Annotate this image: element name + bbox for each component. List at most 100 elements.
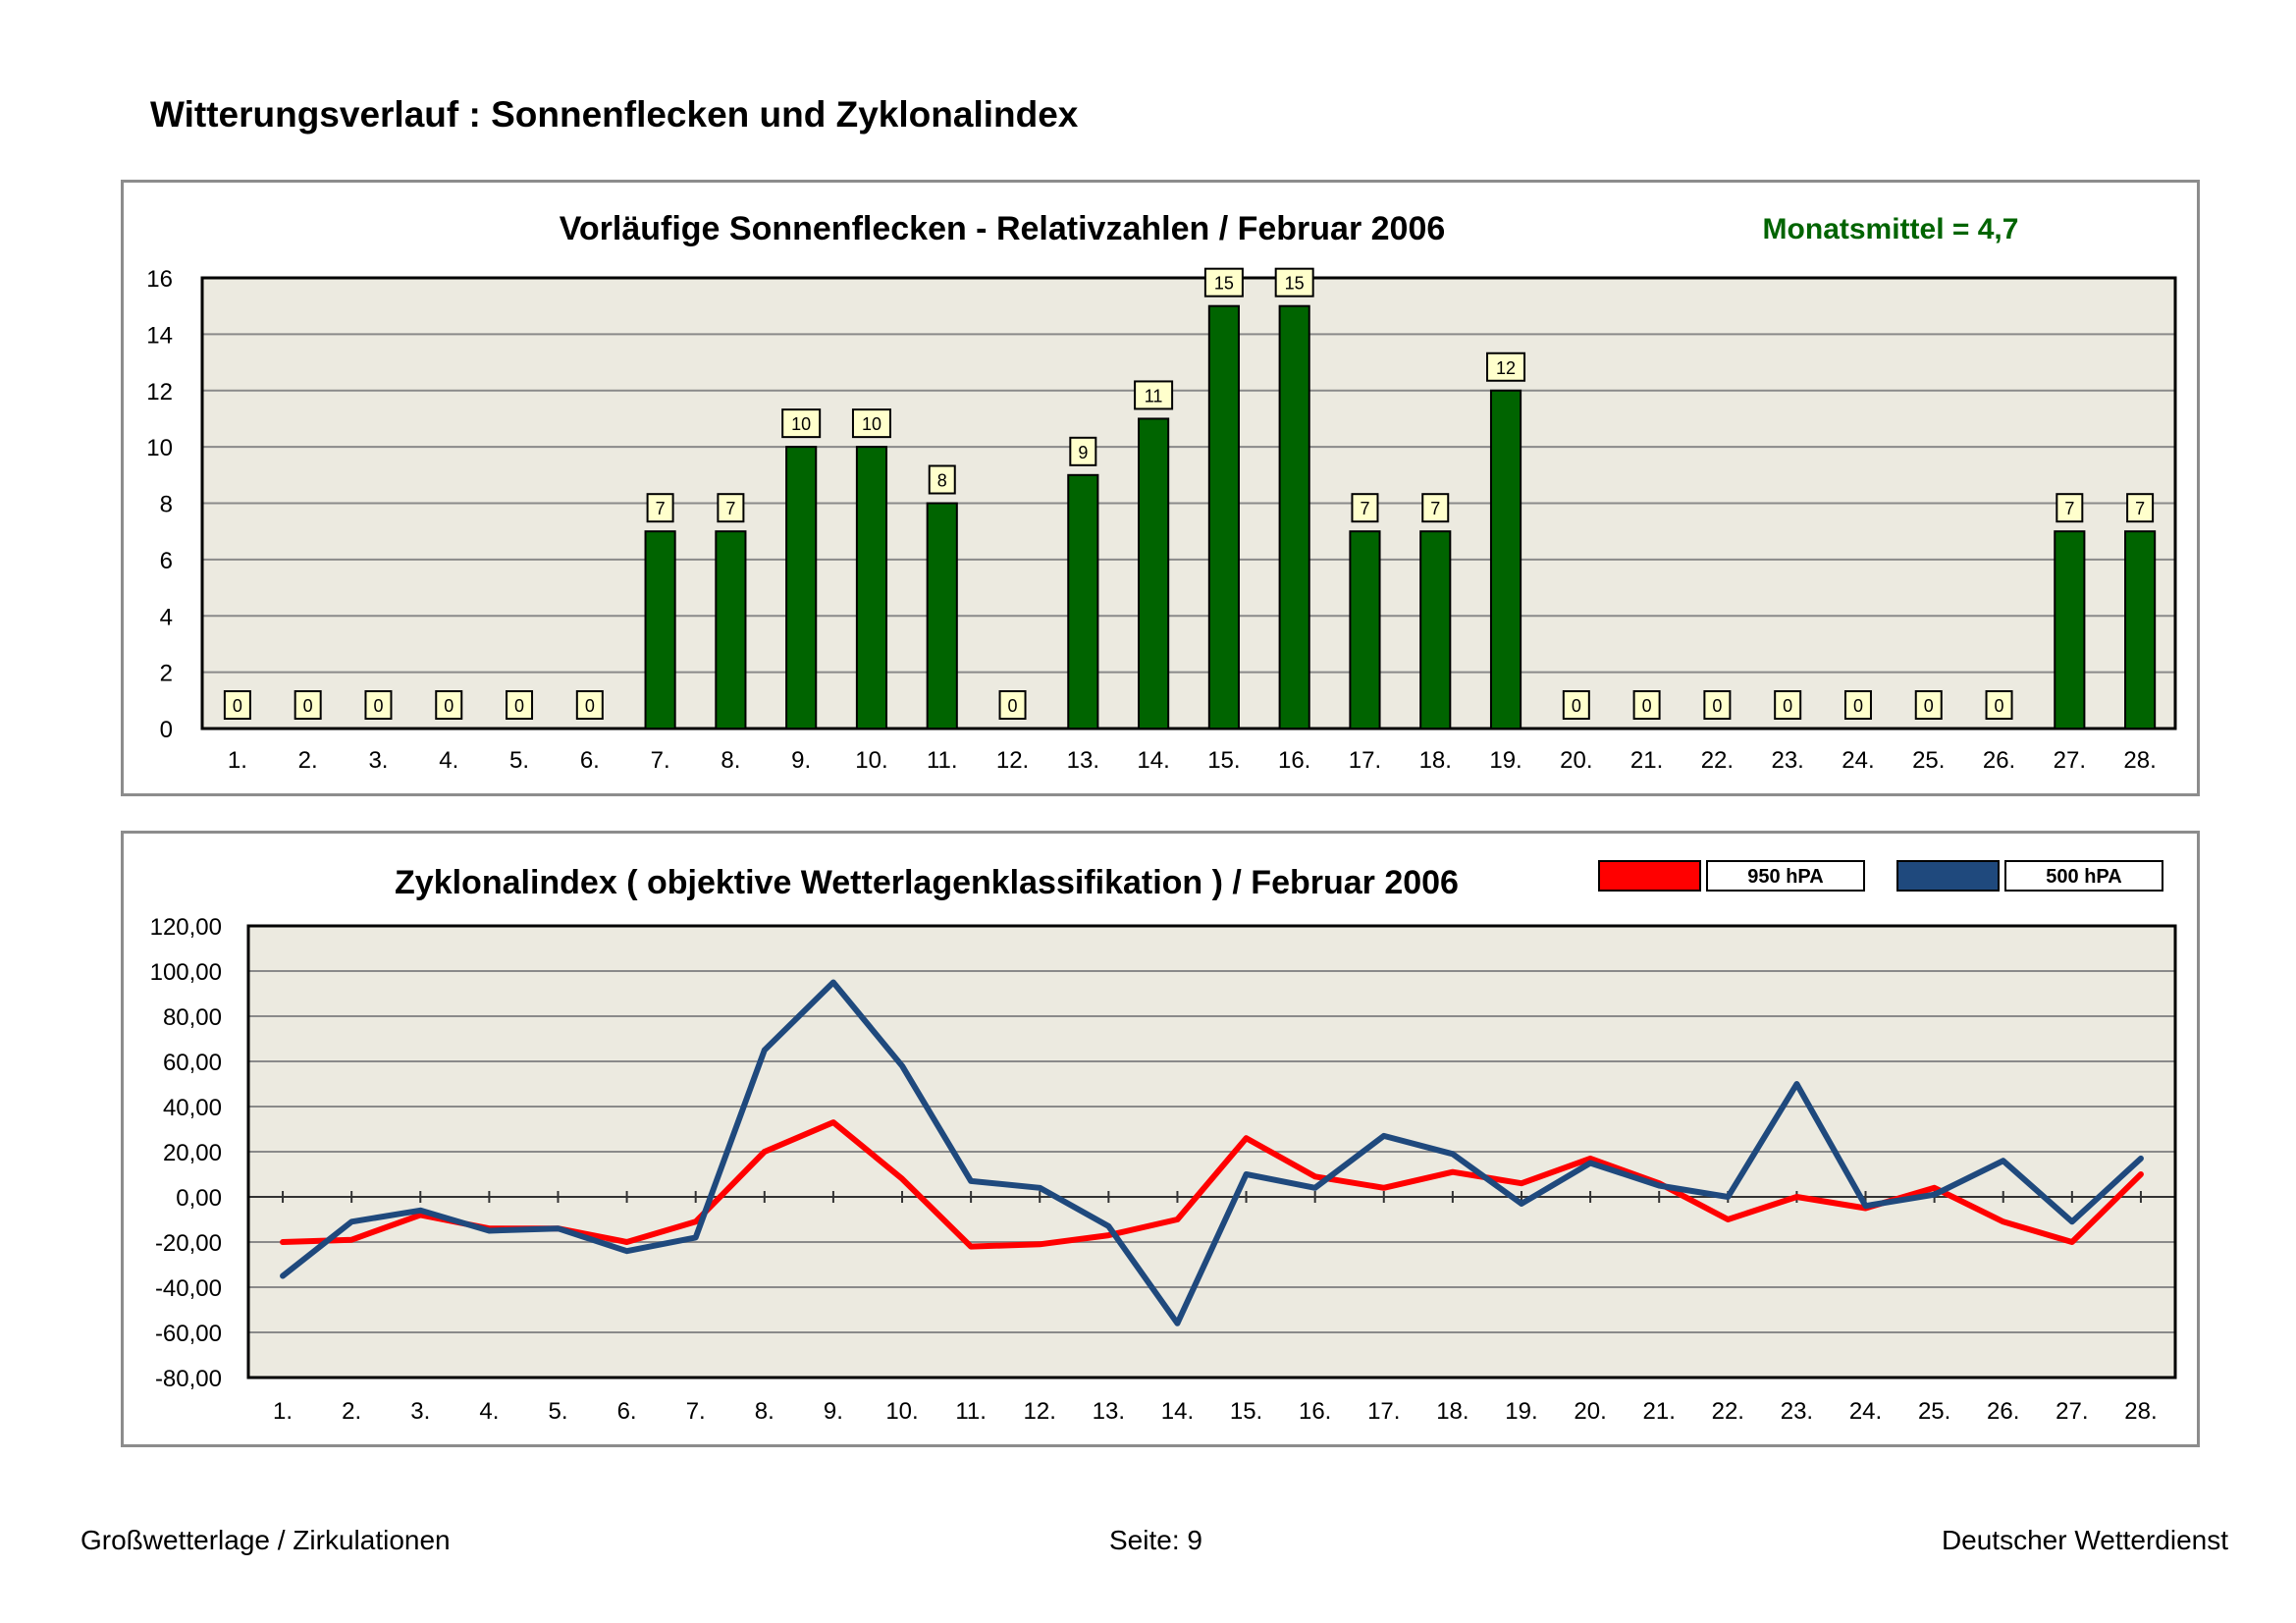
x-tick-label: 4. <box>439 747 458 774</box>
legend-label: 500 hPA <box>2046 866 2121 888</box>
sunspot-chart-title: Vorläufige Sonnenflecken - Relativzahlen… <box>560 210 1446 247</box>
x-tick-label: 13. <box>1067 747 1099 774</box>
x-tick-label: 22. <box>1701 747 1734 774</box>
y-tick-label: 100,00 <box>150 959 222 986</box>
x-tick-label: 1. <box>273 1398 293 1425</box>
bar <box>1067 473 1099 730</box>
x-tick-label: 3. <box>368 747 388 774</box>
legend-swatch <box>1896 860 2000 892</box>
x-tick-label: 23. <box>1781 1398 1813 1425</box>
x-tick-label: 24. <box>1842 747 1874 774</box>
bar <box>2054 530 2086 730</box>
data-label-box <box>1351 493 1379 523</box>
x-tick-label: 20. <box>1574 1398 1606 1425</box>
x-tick-label: 14. <box>1161 1398 1194 1425</box>
data-label-box <box>575 690 604 720</box>
footer-section: Großwetterlage / Zirkulationen <box>80 1525 451 1555</box>
x-tick-label: 24. <box>1849 1398 1882 1425</box>
data-label: 7 <box>2135 499 2145 518</box>
data-label: 0 <box>1642 696 1652 716</box>
data-label: 0 <box>303 696 313 716</box>
x-tick-label: 1. <box>228 747 247 774</box>
data-label-box <box>2056 493 2084 523</box>
bar <box>926 502 958 730</box>
bar <box>1278 304 1310 730</box>
data-label: 0 <box>373 696 383 716</box>
x-tick-label: 13. <box>1093 1398 1125 1425</box>
x-tick-label: 11. <box>927 747 958 774</box>
data-label: 7 <box>2064 499 2074 518</box>
data-label: 0 <box>585 696 595 716</box>
legend-label-box <box>2004 860 2163 892</box>
x-tick-label: 25. <box>1918 1398 1950 1425</box>
data-label: 11 <box>1145 386 1163 406</box>
data-label-box <box>781 408 822 439</box>
plot-frame <box>246 924 2177 1380</box>
bar <box>644 530 676 730</box>
data-label: 0 <box>233 696 242 716</box>
x-tick-label: 7. <box>651 747 670 774</box>
data-label: 0 <box>444 696 454 716</box>
data-label: 15 <box>1285 274 1305 294</box>
y-tick-label: 4 <box>160 604 173 630</box>
data-label-box <box>1914 690 1943 720</box>
data-label: 7 <box>1360 499 1369 518</box>
bar <box>785 446 818 730</box>
monthly-mean-annotation: Monatsmittel = 4,7 <box>1763 213 2019 245</box>
data-label-box <box>1985 690 2013 720</box>
data-label-box <box>1486 352 1526 382</box>
y-tick-label: 12 <box>146 379 173 406</box>
data-label-box <box>294 690 322 720</box>
data-label: 7 <box>725 499 735 518</box>
footer-page-number: Seite: 9 <box>1109 1525 1202 1555</box>
x-tick-label: 17. <box>1349 747 1381 774</box>
y-tick-label: 14 <box>146 322 173 349</box>
x-tick-label: 16. <box>1299 1398 1331 1425</box>
data-label-box <box>1274 267 1314 298</box>
sunspot-chart-panel: Vorläufige Sonnenflecken - Relativzahlen… <box>121 180 2200 796</box>
data-label: 7 <box>656 499 666 518</box>
data-label: 15 <box>1214 274 1234 294</box>
x-tick-label: 17. <box>1367 1398 1400 1425</box>
data-label-box <box>1774 690 1802 720</box>
y-tick-label: -60,00 <box>155 1321 222 1347</box>
y-tick-label: 8 <box>160 492 173 518</box>
data-label: 10 <box>791 414 811 434</box>
x-tick-label: 7. <box>686 1398 706 1425</box>
data-label: 0 <box>1995 696 2004 716</box>
y-tick-label: -80,00 <box>155 1366 222 1392</box>
data-label: 0 <box>1853 696 1863 716</box>
x-tick-label: 18. <box>1419 747 1452 774</box>
y-tick-label: 20,00 <box>163 1140 222 1166</box>
x-tick-label: 10. <box>885 1398 918 1425</box>
bar <box>855 446 888 730</box>
y-tick-label: 2 <box>160 661 173 687</box>
x-tick-label: 28. <box>2124 1398 2157 1425</box>
data-label: 0 <box>1924 696 1934 716</box>
bar <box>1489 389 1522 730</box>
cyclonal-index-chart-title: Zyklonalindex ( objektive Wetterlagenkla… <box>395 864 1459 901</box>
page-title: Witterungsverlauf : Sonnenflecken und Zy… <box>150 94 1079 135</box>
x-tick-label: 15. <box>1207 747 1240 774</box>
y-tick-label: -40,00 <box>155 1275 222 1302</box>
data-label: 0 <box>514 696 524 716</box>
data-label-box <box>1421 493 1450 523</box>
y-tick-label: 6 <box>160 548 173 574</box>
sunspot-chart: Vorläufige Sonnenflecken - Relativzahlen… <box>146 210 2177 774</box>
data-label: 0 <box>1783 696 1792 716</box>
data-label: 7 <box>1430 499 1440 518</box>
data-label-box <box>1203 267 1244 298</box>
data-label-box <box>1703 690 1732 720</box>
y-tick-label: 60,00 <box>163 1050 222 1076</box>
data-label-box <box>1843 690 1872 720</box>
legend-label: 950 hPA <box>1747 866 1823 888</box>
x-tick-label: 27. <box>2056 1398 2088 1425</box>
bar <box>1207 304 1240 730</box>
x-tick-label: 21. <box>1643 1398 1676 1425</box>
y-tick-label: 16 <box>146 266 173 293</box>
x-tick-label: 4. <box>479 1398 499 1425</box>
x-tick-label: 19. <box>1489 747 1522 774</box>
x-tick-label: 28. <box>2123 747 2156 774</box>
data-label-box <box>928 464 956 495</box>
data-label-box <box>2126 493 2155 523</box>
